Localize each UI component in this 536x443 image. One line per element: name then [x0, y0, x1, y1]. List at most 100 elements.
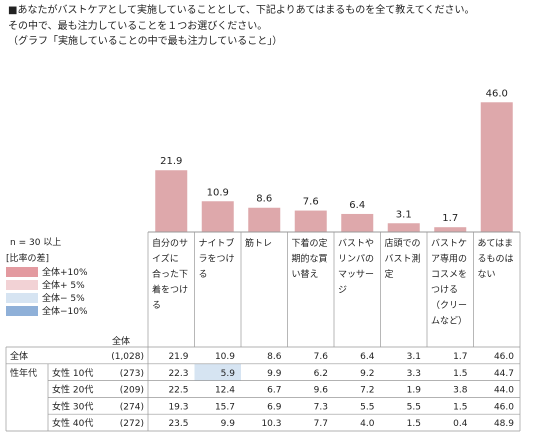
category-label-line: い替え	[292, 268, 319, 280]
category-label-line: 下着の定	[292, 237, 328, 249]
category-label-line: る	[199, 269, 208, 280]
bar-value-label: 46.0	[486, 88, 508, 99]
bar-value-label: 6.4	[349, 200, 365, 211]
legend-label: 全体−10%	[42, 307, 88, 317]
category-label-line: バストケ	[431, 238, 467, 249]
category-label-line: る	[152, 300, 161, 311]
table-cell: 15.7	[215, 402, 235, 412]
table-group-label: 全体	[10, 350, 28, 362]
bar-0	[155, 170, 188, 232]
category-label-line: バスト測	[385, 253, 421, 265]
bar-value-label: 10.9	[207, 187, 229, 198]
table-cell: 7.2	[360, 386, 374, 396]
bar-2	[248, 207, 281, 232]
category-label-line: 期的な買	[292, 253, 328, 265]
table-cell: 21.9	[168, 352, 188, 362]
bar-value-label: 7.6	[303, 197, 319, 208]
table-cell: 22.3	[168, 369, 188, 379]
legend-item-plus5: 全体+ 5%	[6, 278, 85, 291]
table-cell: 9.9	[221, 419, 236, 429]
legend-label: 全体+10%	[42, 268, 88, 278]
bar-7	[480, 102, 513, 232]
table-cell: 1.5	[453, 402, 467, 412]
table-cell: 5.9	[221, 369, 236, 379]
table-row-n: (209)	[120, 386, 144, 396]
table-group-label: 性年代	[10, 367, 37, 379]
table-cell: 46.0	[494, 402, 514, 412]
table-cell: 48.9	[494, 419, 514, 429]
question-line-2: その中で、最も注力していることを１つお選びください。	[8, 21, 268, 32]
category-label-line: イズに	[152, 253, 179, 265]
table-cell: 3.1	[407, 352, 421, 362]
table-cell: 5.5	[407, 402, 421, 412]
legend-label: 全体− 5%	[42, 294, 85, 304]
legend-item-plus10: 全体+10%	[6, 265, 88, 278]
bar-1	[201, 201, 234, 232]
table-cell: 7.3	[314, 402, 328, 412]
legend-item-minus10: 全体−10%	[6, 304, 88, 317]
table-row-n: (272)	[120, 419, 144, 429]
category-label-line: ない	[478, 269, 496, 280]
table-row-label: 女性 10代	[52, 367, 93, 379]
table-cell: 9.6	[314, 386, 329, 396]
table-cell: 4.0	[360, 419, 375, 429]
table-cell: 0.4	[453, 419, 468, 429]
table-header-total: 全体	[112, 337, 131, 347]
table-cell: 44.7	[494, 369, 514, 379]
category-label-line: バストや	[338, 238, 374, 249]
table-cell: 3.3	[407, 369, 421, 379]
category-label-line: ムなど）	[431, 316, 467, 327]
table-cell: 1.7	[453, 352, 467, 362]
table-cell: 10.9	[215, 352, 235, 362]
category-label-line: 合った下	[152, 268, 188, 280]
table-cell: 9.2	[360, 369, 374, 379]
table-row-n: (1,028)	[111, 352, 144, 362]
table-cell: 9.9	[267, 369, 282, 379]
category-label-line: つける	[431, 285, 458, 296]
table-cell: 1.5	[407, 419, 421, 429]
bar-value-label: 1.7	[442, 213, 458, 224]
table-cell: 19.3	[168, 402, 188, 412]
category-label-line: （クリー	[431, 300, 467, 311]
question-line-1: ■あなたがバストケアとして実施していることとして、下記よりあてはまるものを全て教…	[8, 5, 475, 16]
table-row-n: (274)	[120, 402, 144, 412]
table-cell: 8.6	[267, 352, 282, 362]
legend-swatch	[6, 279, 38, 290]
bar-value-label: 8.6	[256, 194, 272, 205]
table-cell: 3.8	[453, 386, 468, 396]
table-cell: 5.5	[360, 402, 374, 412]
legend-swatch	[6, 305, 38, 316]
category-label-line: ア専用の	[431, 253, 467, 265]
table-row-label: 女性 30代	[52, 400, 93, 412]
legend-label: 全体+ 5%	[42, 281, 85, 291]
bar-5	[387, 223, 420, 232]
table-row-n: (273)	[120, 369, 144, 379]
category-label-line: 着をつけ	[152, 284, 188, 296]
category-label-line: リンパの	[338, 254, 374, 265]
table-cell: 6.2	[314, 369, 328, 379]
table-cell: 12.4	[215, 386, 235, 396]
legend-swatch	[6, 266, 38, 277]
table-cell: 6.9	[267, 402, 282, 412]
table-cell: 10.3	[261, 419, 281, 429]
legend-item-minus5: 全体− 5%	[6, 291, 85, 304]
bar-value-label: 21.9	[160, 156, 182, 167]
table-row-label: 女性 20代	[52, 384, 93, 396]
table-cell: 7.7	[314, 419, 328, 429]
table-cell: 1.5	[453, 369, 467, 379]
question-line-3: （グラフ「実施していることの中で最も注力していること」）	[8, 36, 283, 47]
table-cell: 1.9	[407, 386, 422, 396]
category-label-line: ジ	[338, 286, 347, 296]
bar-4	[341, 213, 374, 232]
legend-title: [比率の差]	[6, 254, 50, 264]
bar-3	[294, 210, 327, 232]
table-cell: 46.0	[494, 352, 514, 362]
table-cell: 23.5	[168, 419, 188, 429]
category-label-line: マッサー	[338, 269, 374, 280]
bar-value-label: 3.1	[396, 209, 412, 220]
table-cell: 6.7	[267, 386, 281, 396]
table-cell: 7.6	[314, 352, 329, 362]
category-label-line: 筋トレ	[245, 237, 272, 249]
sample-size-note: n = 30 以上	[10, 238, 62, 248]
